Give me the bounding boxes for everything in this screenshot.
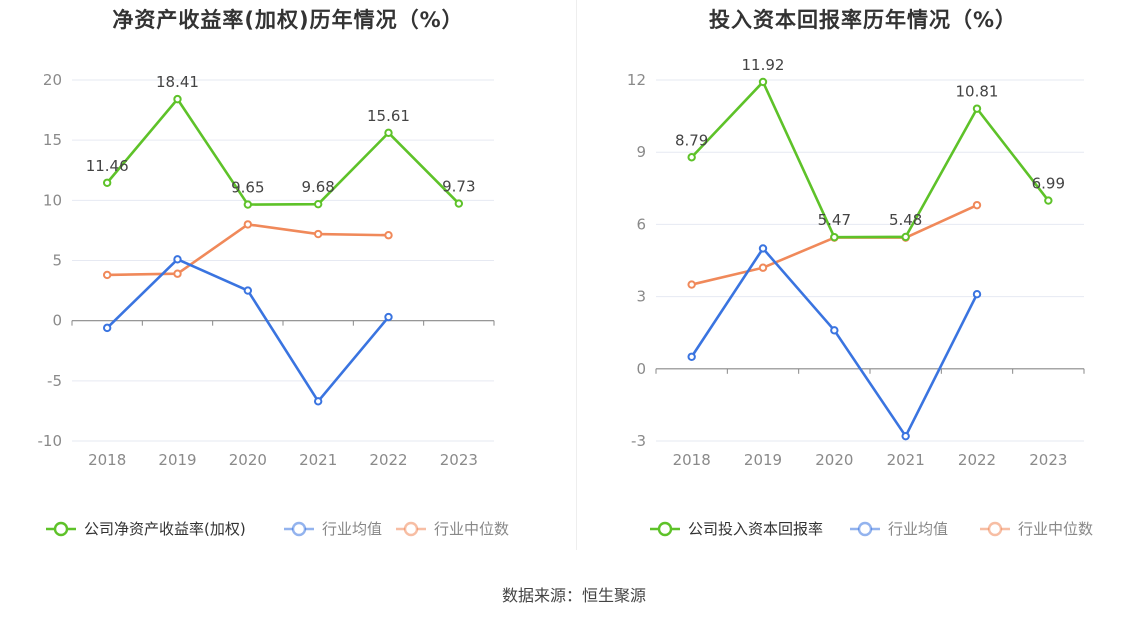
data-point — [758, 77, 768, 87]
legend-circle-icon — [857, 521, 873, 537]
x-tick-label: 2018 — [673, 451, 711, 469]
y-tick-label: 12 — [627, 71, 646, 89]
data-point — [687, 280, 696, 289]
data-point — [173, 269, 182, 278]
data-point — [1044, 196, 1053, 205]
data-point — [454, 199, 464, 208]
legend-circle-icon — [291, 521, 307, 537]
legend-label: 行业中位数 — [1018, 520, 1093, 538]
y-tick-label: 0 — [636, 360, 646, 378]
legend-label: 行业均值 — [322, 520, 382, 538]
legend-circle-icon — [657, 521, 673, 537]
data-label: 9.68 — [301, 178, 334, 196]
data-label: 5.47 — [818, 211, 851, 229]
data-point — [972, 104, 982, 113]
chart-title: 投入资本回报率历年情况（%） — [708, 8, 1018, 32]
x-tick-label: 2021 — [887, 451, 925, 469]
x-tick-label: 2022 — [958, 451, 996, 469]
data-point — [102, 178, 112, 187]
data-label: 10.81 — [956, 83, 999, 101]
series-line — [690, 80, 1050, 239]
data-label: 8.79 — [675, 131, 708, 149]
legend-item: 行业均值 — [284, 520, 382, 538]
x-tick-label: 2021 — [299, 451, 337, 469]
data-point — [830, 232, 839, 242]
data-point — [384, 231, 393, 240]
legend-item: 行业均值 — [850, 520, 948, 538]
legend-circle-icon — [987, 521, 1003, 537]
roe-line-chart: 20 15 10 5 0 -5 -10 2018 2019 2020 2021 2022 2023 11.… — [38, 71, 510, 538]
data-point — [173, 255, 182, 264]
data-label: 6.99 — [1032, 175, 1065, 193]
y-tick-label: 9 — [636, 143, 646, 161]
series-line — [106, 97, 460, 206]
y-tick-label: 3 — [636, 288, 646, 306]
legend-item: 行业中位数 — [980, 520, 1093, 538]
data-label: 9.65 — [231, 179, 264, 197]
legend-label: 行业均值 — [888, 520, 948, 538]
data-point — [243, 220, 253, 229]
panel-divider — [576, 0, 577, 550]
chart-title: 净资产收益率(加权)历年情况（%） — [112, 8, 464, 32]
data-point — [901, 431, 910, 441]
legend-circle-icon — [53, 521, 69, 537]
y-tick-label: 15 — [43, 131, 62, 149]
data-source-note: 数据来源：恒生聚源 — [501, 586, 646, 605]
roe-chart-panel: 净资产收益率(加权)历年情况（%） 20 15 10 5 0 -5 -10 2018 2019 2… — [0, 0, 576, 560]
legend-item: 公司净资产收益率(加权) — [46, 520, 246, 538]
data-point — [313, 397, 323, 406]
data-point — [102, 270, 112, 280]
data-label: 15.61 — [367, 107, 410, 125]
data-point — [243, 200, 253, 209]
legend-label: 行业中位数 — [434, 520, 509, 538]
data-point — [313, 229, 323, 239]
y-tick-label: -10 — [38, 432, 63, 450]
y-tick-label: 6 — [636, 215, 646, 233]
data-label: 11.46 — [86, 157, 129, 175]
legend-label: 公司投入资本回报率 — [688, 520, 823, 538]
data-point — [972, 289, 982, 299]
x-tick-label: 2023 — [1029, 451, 1067, 469]
legend-label: 公司净资产收益率(加权) — [84, 520, 246, 538]
x-tick-label: 2018 — [88, 451, 126, 469]
data-point — [830, 326, 839, 335]
data-point — [384, 128, 393, 138]
series-line — [107, 223, 389, 277]
roic-line-chart: 12 9 6 3 0 -3 2018 2019 2020 2021 2022 2023 8.79 11.9… — [627, 56, 1093, 538]
data-point — [102, 323, 112, 333]
x-tick-label: 2023 — [440, 451, 478, 469]
y-tick-label: 0 — [52, 312, 62, 330]
x-tick-label: 2022 — [369, 451, 407, 469]
data-point — [972, 200, 982, 210]
y-tick-label: 10 — [43, 191, 62, 209]
data-point — [901, 232, 910, 242]
roic-chart-panel: 投入资本回报率历年情况（%） 12 9 6 3 0 -3 2018 2019 2020 2021 2… — [578, 0, 1148, 560]
data-point — [758, 263, 768, 272]
legend-circle-icon — [403, 521, 419, 537]
y-tick-label: 5 — [52, 252, 62, 270]
x-tick-label: 2020 — [815, 451, 853, 469]
data-label: 11.92 — [742, 56, 785, 74]
x-tick-label: 2020 — [229, 451, 267, 469]
legend-item: 行业中位数 — [396, 520, 509, 538]
data-point — [313, 199, 323, 209]
data-point — [687, 352, 696, 361]
data-point — [687, 153, 696, 162]
x-tick-label: 2019 — [158, 451, 196, 469]
y-tick-label: 20 — [43, 71, 62, 89]
x-tick-label: 2019 — [744, 451, 782, 469]
y-tick-label: -3 — [631, 432, 646, 450]
data-point — [384, 312, 393, 322]
series-line — [106, 257, 390, 403]
y-tick-label: -5 — [47, 372, 62, 390]
series-line — [690, 247, 979, 438]
data-point — [758, 244, 768, 253]
data-label: 5.48 — [889, 211, 922, 229]
data-label: 9.73 — [442, 178, 475, 196]
legend-item: 公司投入资本回报率 — [650, 520, 823, 538]
data-point — [243, 286, 253, 295]
data-point — [173, 94, 182, 104]
data-label: 18.41 — [156, 73, 199, 91]
